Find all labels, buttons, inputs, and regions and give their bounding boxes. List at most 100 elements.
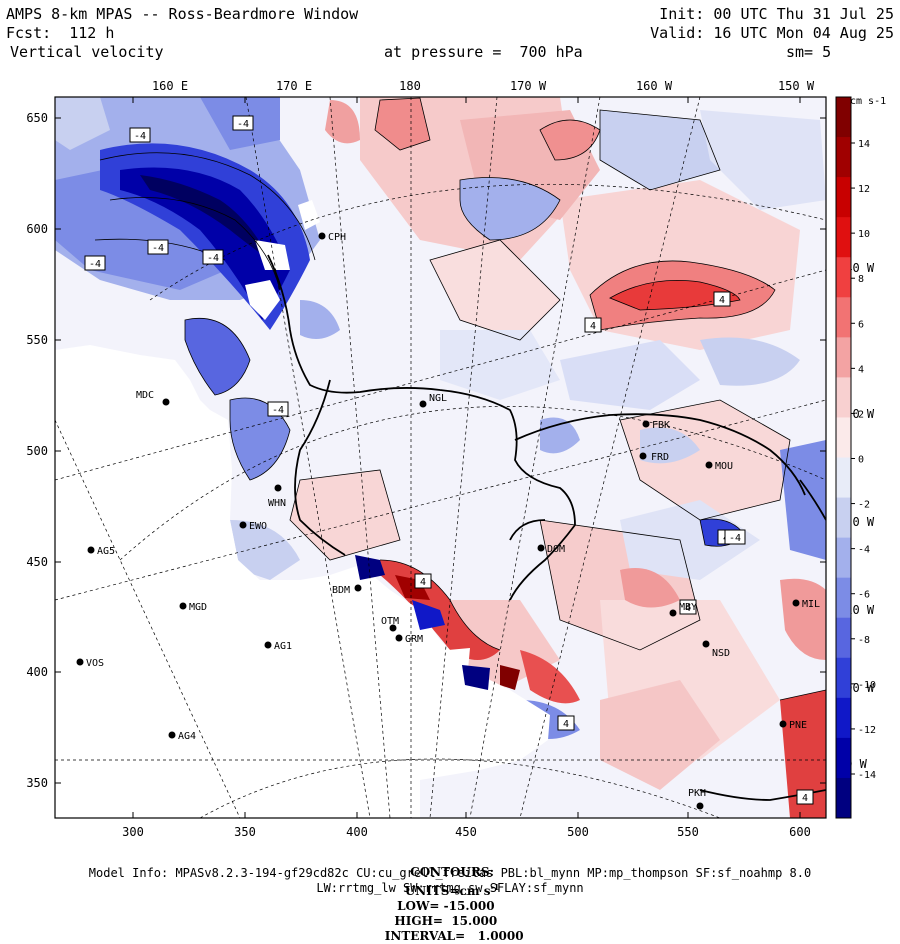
station-marker: WHN	[268, 484, 286, 509]
svg-text:FBK: FBK	[652, 420, 670, 431]
contour-label: -4	[267, 401, 289, 417]
station-marker: MDC	[136, 390, 170, 406]
svg-text:4: 4	[802, 793, 808, 804]
x-axis: 300 350 400 450 500 550 600	[122, 825, 811, 839]
svg-text:PKH: PKH	[688, 788, 706, 799]
colorbar-swatch	[836, 577, 851, 619]
y-tick-label: 600	[26, 222, 48, 236]
colorbar-swatch	[836, 777, 851, 819]
station-marker: GRM	[395, 634, 423, 645]
station-marker: PKH	[688, 788, 706, 810]
colorbar-swatch	[836, 657, 851, 699]
smoothing-value: sm= 5	[786, 43, 832, 61]
y-tick-label: 450	[26, 555, 48, 569]
x-tick-label: 300	[122, 825, 144, 839]
colorbar-swatch	[836, 377, 851, 418]
station-marker: VOS	[76, 658, 104, 669]
colorbar-swatch	[836, 97, 851, 138]
svg-text:-4: -4	[89, 259, 101, 270]
colorbar-tick-label: -6	[858, 590, 870, 601]
lon-label: 160 E	[152, 79, 188, 93]
graticule	[55, 97, 826, 818]
svg-text:MOU: MOU	[715, 461, 733, 472]
colorbar-tick-label: 0	[858, 455, 864, 466]
station-marker: DOM	[537, 544, 565, 555]
contour-label: 4	[796, 789, 814, 805]
x-tick-label: 550	[677, 825, 699, 839]
units-label: UNITS=cm s	[404, 884, 491, 898]
colorbar-swatch	[836, 617, 851, 659]
svg-text:NGL: NGL	[429, 393, 447, 404]
station-marker: AG4	[168, 731, 196, 742]
svg-text:WHN: WHN	[268, 498, 286, 509]
contour-labels: -4 -4 -4 -4 -4 4 4 4 4 4 4 4 -4 -4	[84, 115, 814, 805]
svg-text:-4: -4	[134, 131, 146, 142]
map-title: AMPS 8-km MPAS -- Ross-Beardmore Window	[6, 5, 359, 23]
station-marker: MGD	[179, 602, 207, 613]
y-tick-label: 500	[26, 444, 48, 458]
pressure-level: at pressure = 700 hPa	[384, 43, 583, 61]
contour-label: -4	[84, 255, 106, 271]
lon-label: 170 W	[510, 79, 547, 93]
y-tick-label: 550	[26, 333, 48, 347]
colorbar-tick-label: 6	[858, 319, 864, 330]
forecast-hour: Fcst: 112 h	[6, 24, 115, 42]
svg-text:4: 4	[590, 321, 596, 332]
lon-label: 180	[399, 79, 421, 93]
colorbar-tick-label: 2	[858, 409, 864, 420]
svg-text:-4: -4	[729, 533, 741, 544]
svg-text:EWO: EWO	[249, 521, 267, 532]
svg-text:AG1: AG1	[274, 641, 292, 652]
colorbar-tick-label: 12	[858, 184, 870, 195]
svg-text:4: 4	[719, 295, 725, 306]
high-value: HIGH= 15.000	[394, 914, 498, 928]
model-info-line2: LW:rrtmg_lw SW:rrtmg_sw SFLAY:sf_mynn	[316, 881, 584, 895]
svg-text:-4: -4	[272, 405, 284, 416]
colorbar-tick-label: -8	[858, 635, 870, 646]
contour-label: 4	[557, 715, 575, 731]
lon-label: 150 W	[778, 79, 815, 93]
colorbar-tick-label: -10	[858, 680, 876, 691]
svg-text:-4: -4	[207, 253, 219, 264]
y-tick-label: 350	[26, 776, 48, 790]
colorbar-unit: cm s-1	[850, 96, 886, 107]
svg-text:MBY: MBY	[679, 602, 697, 613]
svg-text:4: 4	[420, 577, 426, 588]
svg-text:MIL: MIL	[802, 599, 820, 610]
svg-text:4: 4	[563, 719, 569, 730]
contour-label: -4	[129, 127, 151, 143]
contour-label: 4	[713, 291, 731, 307]
colorbar-swatch	[836, 537, 851, 579]
station-marker: BDM	[332, 584, 362, 596]
station-marker: MBY	[669, 602, 697, 617]
colorbar-swatch	[836, 137, 851, 178]
longitude-labels-top: 160 E 170 E 180 170 W 160 W 150 W	[152, 79, 815, 93]
lon-label: 160 W	[636, 79, 673, 93]
colorbar-swatch	[836, 217, 851, 258]
svg-text:BDM: BDM	[332, 585, 350, 596]
station-marker: NGL	[419, 393, 447, 408]
contour-label: -4	[202, 249, 224, 265]
colorbar-tick-label: 10	[858, 229, 870, 240]
contour-label: -4	[147, 239, 169, 255]
svg-text:DOM: DOM	[547, 544, 565, 555]
map-canvas: 300 350 400 450 500 550 600 650 600 550 …	[26, 79, 886, 839]
init-time: Init: 00 UTC Thu 31 Jul 25	[659, 5, 894, 23]
valid-time: Valid: 16 UTC Mon 04 Aug 25	[650, 24, 894, 42]
colorbar-tick-label: -2	[858, 500, 870, 511]
contours-info: CONTOURS: UNITS=cm s-1 LOW= -15.000 HIGH…	[0, 850, 900, 944]
station-marker: MIL	[792, 599, 820, 610]
low-value: LOW= -15.000	[397, 899, 495, 913]
contour-label: 4	[679, 599, 697, 615]
colorbar-swatch	[836, 257, 851, 298]
station-marker: FRD	[639, 452, 669, 463]
y-axis: 650 600 550 500 450 400 350	[26, 111, 48, 790]
x-tick-label: 450	[455, 825, 477, 839]
svg-text:PNE: PNE	[789, 720, 807, 731]
plot-frame	[54, 96, 827, 819]
contours-label: CONTOURS:	[410, 865, 495, 879]
station-marker: MOU	[705, 461, 733, 472]
svg-text:VOS: VOS	[86, 658, 104, 669]
station-marker: AG5	[87, 546, 115, 557]
svg-text:4: 4	[685, 603, 691, 614]
